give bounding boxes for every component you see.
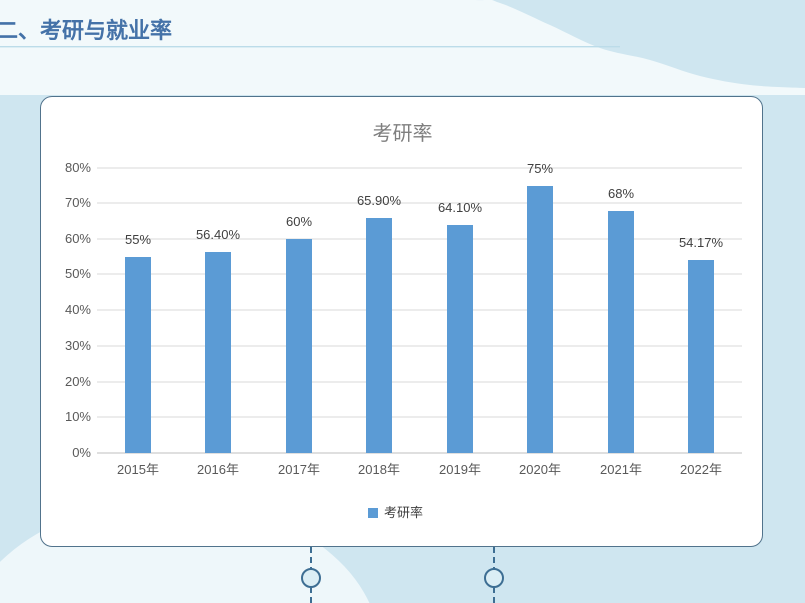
svg-text:2020年: 2020年 [519, 462, 561, 477]
svg-text:60%: 60% [286, 214, 312, 229]
svg-text:80%: 80% [65, 160, 91, 175]
svg-text:75%: 75% [527, 161, 553, 176]
svg-text:60%: 60% [65, 231, 91, 246]
svg-text:50%: 50% [65, 266, 91, 281]
svg-text:54.17%: 54.17% [679, 235, 724, 250]
svg-text:2021年: 2021年 [600, 462, 642, 477]
svg-text:2022年: 2022年 [680, 462, 722, 477]
svg-text:2018年: 2018年 [358, 462, 400, 477]
svg-text:56.40%: 56.40% [196, 227, 241, 242]
svg-text:40%: 40% [65, 302, 91, 317]
svg-text:考研率: 考研率 [384, 505, 423, 520]
svg-text:2016年: 2016年 [197, 462, 239, 477]
svg-text:55%: 55% [125, 232, 151, 247]
svg-text:20%: 20% [65, 374, 91, 389]
svg-text:65.90%: 65.90% [357, 193, 402, 208]
svg-text:30%: 30% [65, 338, 91, 353]
svg-text:2019年: 2019年 [439, 462, 481, 477]
svg-text:68%: 68% [608, 186, 634, 201]
svg-text:2017年: 2017年 [278, 462, 320, 477]
svg-text:10%: 10% [65, 409, 91, 424]
svg-text:0%: 0% [72, 445, 91, 460]
svg-text:64.10%: 64.10% [438, 200, 483, 215]
svg-text:2015年: 2015年 [117, 462, 159, 477]
svg-text:70%: 70% [65, 195, 91, 210]
